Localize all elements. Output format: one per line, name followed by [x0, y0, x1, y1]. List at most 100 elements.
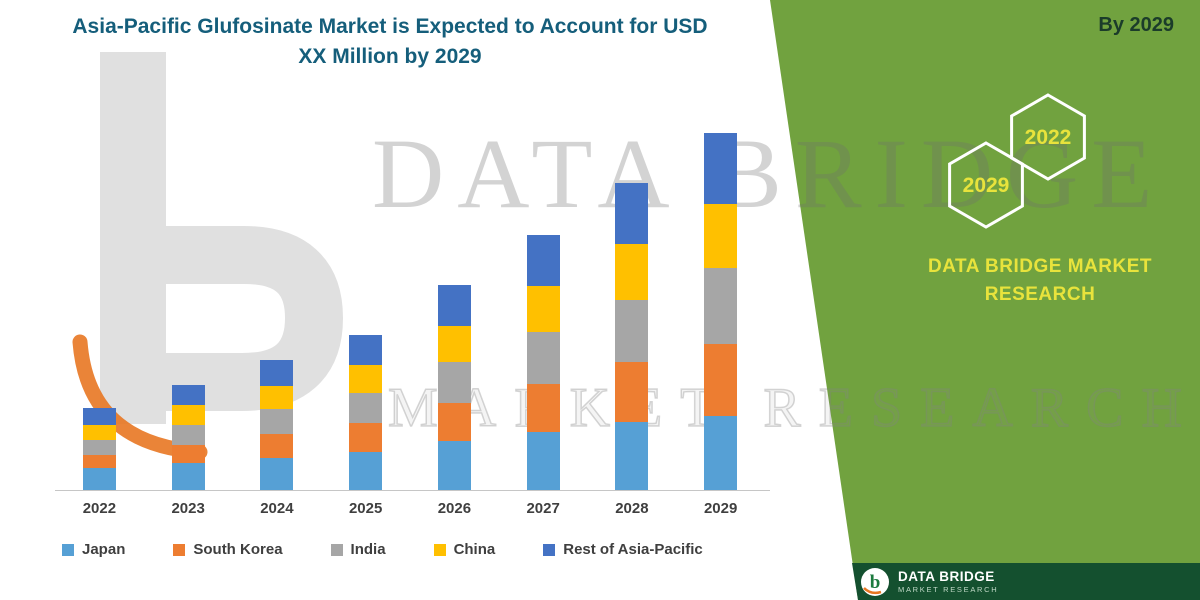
- bar-segment-china: [704, 204, 738, 268]
- bar-stack-2027: [526, 235, 560, 490]
- bar-2025: [321, 335, 410, 490]
- bar-segment-rest-of-asia-pacific: [260, 360, 294, 386]
- legend-label-india: India: [350, 541, 386, 558]
- x-axis-label-2027: 2027: [526, 500, 560, 517]
- bar-segment-india: [82, 440, 116, 455]
- hexagon-badges: 2022 2029: [948, 93, 1086, 229]
- bar-2022: [55, 408, 144, 490]
- legend-swatch-india: [330, 543, 343, 556]
- legend-item-rest-of-asia-pacific: Rest of Asia-Pacific: [543, 541, 703, 558]
- bar-segment-south-korea: [349, 423, 383, 452]
- bar-2023: [144, 385, 233, 490]
- footer-bar: b DATA BRIDGE MARKET RESEARCH: [852, 563, 1200, 600]
- side-panel-brand-name: DATA BRIDGE MARKET RESEARCH: [912, 253, 1168, 309]
- footer-logo-swoosh: [863, 586, 882, 594]
- bar-segment-china: [437, 326, 471, 362]
- logo-stem: [100, 52, 166, 424]
- corner-year-label: By 2029: [1098, 14, 1174, 36]
- footer-logo: b: [861, 567, 889, 596]
- bar-2026: [410, 285, 499, 490]
- bar-segment-japan: [437, 441, 471, 490]
- bar-segment-india: [526, 332, 560, 384]
- page-title: Asia-Pacific Glufosinate Market is Expec…: [30, 12, 750, 72]
- bar-2027: [499, 235, 588, 490]
- x-axis-label-2028: 2028: [615, 500, 649, 517]
- legend-label-china: China: [453, 541, 496, 558]
- bar-segment-india: [704, 268, 738, 344]
- hexagon-2029-year-label: 2029: [963, 174, 1010, 197]
- bar-segment-rest-of-asia-pacific: [437, 285, 471, 326]
- footer-logo-b: b: [870, 572, 881, 593]
- page-title-line1: Asia-Pacific Glufosinate Market is Expec…: [72, 15, 708, 38]
- bar-segment-india: [615, 300, 649, 362]
- hexagon-2029: [948, 141, 1024, 229]
- x-axis-label-2026: 2026: [437, 500, 472, 517]
- bar-segment-rest-of-asia-pacific: [171, 385, 205, 405]
- legend-swatch-south-korea: [173, 543, 186, 556]
- bar-segment-japan: [526, 432, 560, 490]
- bar-stack-2024: [260, 360, 294, 490]
- x-axis-label-2025: 2025: [348, 500, 383, 517]
- legend-item-india: India: [330, 541, 386, 558]
- footer-logo-circle: [861, 567, 889, 596]
- bar-stack-2029: [704, 133, 738, 490]
- bar-segment-japan: [82, 468, 116, 490]
- x-axis-labels: 2022 2023 2024 2025 2026 2027 2028 2029: [55, 500, 765, 517]
- brand-name-line1: DATA BRIDGE MARKET: [928, 256, 1152, 277]
- x-axis-line: [55, 490, 770, 491]
- bar-segment-japan: [260, 458, 294, 490]
- watermark-subtext: MARKET RESEARCH: [387, 376, 1200, 440]
- legend-label-rest-of-asia-pacific: Rest of Asia-Pacific: [563, 541, 703, 558]
- legend-item-japan: Japan: [62, 541, 125, 558]
- bar-segment-south-korea: [437, 403, 471, 441]
- bar-chart: [55, 128, 765, 490]
- bar-segment-japan: [704, 416, 738, 490]
- bar-stack-2022: [82, 408, 116, 490]
- bar-segment-china: [615, 244, 649, 300]
- legend-label-south-korea: South Korea: [193, 541, 283, 558]
- bar-segment-south-korea: [171, 445, 205, 463]
- bar-segment-china: [82, 425, 116, 440]
- bar-segment-japan: [171, 463, 205, 490]
- x-axis-label-2023: 2023: [171, 500, 205, 517]
- bar-segment-south-korea: [704, 344, 738, 416]
- bar-segment-rest-of-asia-pacific: [349, 335, 383, 365]
- bar-segment-rest-of-asia-pacific: [82, 408, 116, 425]
- bar-segment-india: [437, 362, 471, 403]
- hexagon-2022-year-label: 2022: [1025, 126, 1072, 149]
- bar-segment-china: [260, 386, 294, 409]
- bar-segment-japan: [349, 452, 383, 490]
- bar-segment-india: [349, 393, 383, 423]
- bar-segment-china: [526, 286, 560, 332]
- bar-segment-india: [171, 425, 205, 445]
- bar-stack-2025: [349, 335, 383, 490]
- legend-item-south-korea: South Korea: [173, 541, 283, 558]
- bar-segment-south-korea: [526, 384, 560, 432]
- legend-swatch-japan: [62, 543, 74, 556]
- footer-brand-sub: MARKET RESEARCH: [898, 585, 999, 594]
- bar-segment-india: [260, 409, 294, 434]
- hexagon-2022: [1010, 93, 1086, 181]
- bar-segment-rest-of-asia-pacific: [526, 235, 560, 286]
- bar-stack-2028: [615, 183, 649, 490]
- bar-segment-japan: [615, 422, 649, 490]
- bar-2028: [588, 183, 677, 490]
- footer-brand-name: DATA BRIDGE: [898, 568, 995, 584]
- bar-segment-south-korea: [260, 434, 294, 458]
- bar-segment-south-korea: [615, 362, 649, 422]
- legend-label-japan: Japan: [82, 541, 126, 558]
- footer-brand: DATA BRIDGE MARKET RESEARCH: [898, 568, 999, 594]
- x-axis-label-2029: 2029: [703, 500, 738, 517]
- bar-segment-south-korea: [82, 455, 116, 468]
- bar-segment-rest-of-asia-pacific: [615, 183, 649, 244]
- bar-segment-china: [349, 365, 383, 393]
- x-axis-label-2022: 2022: [82, 500, 117, 517]
- bar-segment-china: [171, 405, 205, 425]
- legend: Japan South Korea India China Rest of Asia-P…: [62, 541, 703, 558]
- legend-item-china: China: [433, 541, 496, 558]
- bar-stack-2023: [171, 385, 205, 490]
- bar-2029: [676, 133, 765, 490]
- bar-stack-2026: [437, 285, 471, 490]
- x-axis-label-2024: 2024: [260, 500, 294, 517]
